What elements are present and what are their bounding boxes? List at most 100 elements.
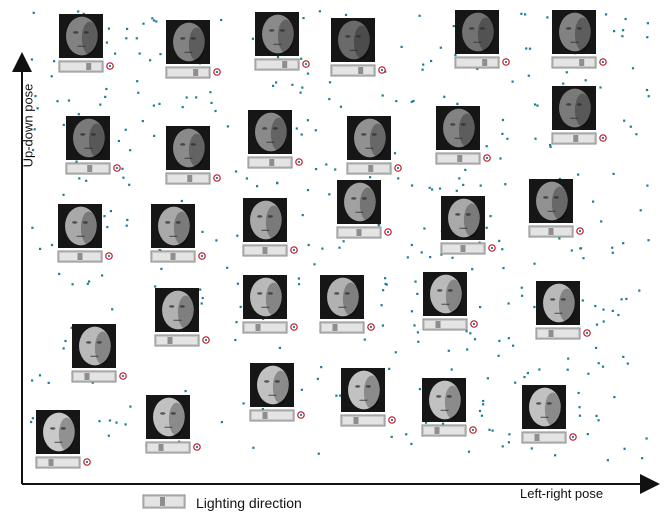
embedding-point bbox=[251, 37, 254, 40]
face-point-marker-dot bbox=[195, 445, 199, 449]
embedding-point bbox=[605, 13, 608, 16]
face-head-shape bbox=[529, 387, 561, 427]
embedding-point bbox=[381, 94, 384, 97]
face-eye bbox=[60, 427, 66, 430]
embedding-point bbox=[209, 91, 212, 94]
face-shadow bbox=[173, 211, 190, 245]
embedding-point bbox=[647, 95, 650, 98]
embedding-point bbox=[581, 299, 584, 302]
embedding-point bbox=[612, 172, 615, 175]
embedding-point bbox=[422, 63, 425, 66]
face-point-marker-dot bbox=[578, 229, 582, 233]
face-eye bbox=[165, 221, 171, 224]
embedding-point bbox=[622, 242, 625, 245]
embedding-point bbox=[554, 454, 557, 457]
face-head-shape bbox=[173, 22, 205, 62]
embedding-point bbox=[56, 100, 59, 103]
embedding-point bbox=[406, 256, 409, 259]
embedding-point bbox=[629, 125, 632, 128]
embedding-point bbox=[507, 302, 510, 305]
face-point-marker-dot bbox=[601, 136, 605, 140]
face-eye bbox=[371, 133, 377, 136]
embedding-point bbox=[47, 381, 50, 384]
embedding-point bbox=[638, 289, 641, 292]
embedding-point bbox=[335, 394, 338, 397]
face-eye bbox=[72, 221, 78, 224]
embedding-point bbox=[499, 157, 502, 160]
lighting-slider-track bbox=[343, 417, 383, 424]
face-eye bbox=[175, 221, 181, 224]
embedding-point bbox=[78, 177, 81, 180]
embedding-point bbox=[520, 12, 523, 15]
lighting-slider-handle bbox=[368, 165, 374, 172]
face-shadow bbox=[265, 282, 282, 316]
embedding-point bbox=[64, 339, 67, 343]
embedding-point bbox=[507, 441, 510, 444]
face-shadow bbox=[177, 295, 194, 329]
embedding-point bbox=[417, 340, 420, 343]
embedding-point bbox=[465, 330, 468, 333]
embedding-point bbox=[454, 53, 457, 57]
embedding-point bbox=[77, 10, 80, 13]
face-point-marker-dot bbox=[200, 254, 204, 258]
embedding-point bbox=[33, 128, 36, 131]
embedding-point bbox=[620, 298, 623, 301]
embedding-point bbox=[315, 168, 318, 171]
embedding-point bbox=[107, 434, 110, 437]
embedding-point bbox=[482, 399, 485, 403]
embedding-point bbox=[646, 36, 649, 39]
embedding-point bbox=[152, 104, 155, 107]
face-point-marker-dot bbox=[292, 325, 296, 329]
lighting-slider-handle bbox=[356, 229, 362, 236]
embedding-point bbox=[242, 402, 245, 405]
face-head-shape bbox=[429, 380, 461, 420]
embedding-point bbox=[236, 282, 239, 285]
embedding-point bbox=[91, 381, 94, 384]
face-shadow bbox=[369, 123, 386, 157]
embedding-point bbox=[579, 247, 582, 250]
face-eye bbox=[553, 196, 559, 199]
face-point-marker-dot bbox=[115, 166, 119, 170]
embedding-point bbox=[631, 67, 635, 70]
embedding-point bbox=[108, 419, 112, 422]
embedding-point bbox=[558, 177, 561, 180]
face-r3-c3 bbox=[242, 198, 298, 257]
embedding-point bbox=[215, 239, 218, 242]
embedding-point bbox=[155, 20, 158, 23]
face-point-marker-dot bbox=[304, 62, 308, 66]
embedding-point bbox=[413, 324, 416, 327]
face-eye bbox=[361, 133, 367, 136]
face-r1-c4 bbox=[330, 18, 386, 77]
face-r5-c6 bbox=[521, 385, 577, 444]
face-shadow bbox=[188, 27, 205, 61]
lighting-slider-handle bbox=[534, 434, 540, 441]
face-head-shape bbox=[559, 12, 591, 52]
face-r3-c6 bbox=[528, 179, 584, 238]
face-point-marker-dot bbox=[490, 246, 494, 250]
embedding-point bbox=[621, 35, 624, 38]
face-r3-c1 bbox=[57, 204, 113, 263]
embedding-point bbox=[578, 406, 581, 409]
face-head-shape bbox=[79, 326, 111, 366]
lighting-slider-handle bbox=[158, 444, 164, 451]
face-point-marker-dot bbox=[204, 338, 208, 342]
face-mouth bbox=[338, 306, 347, 308]
lighting-slider-track bbox=[425, 321, 465, 328]
embedding-point bbox=[58, 272, 61, 275]
embedding-point bbox=[381, 324, 384, 327]
lighting-slider-track bbox=[61, 63, 101, 70]
lighting-slider-handle bbox=[84, 373, 90, 380]
embedding-point bbox=[538, 368, 541, 371]
embedding-point bbox=[154, 285, 157, 288]
face-eye bbox=[455, 213, 461, 216]
face-point-marker-dot bbox=[504, 60, 508, 64]
face-r4-c1 bbox=[154, 288, 210, 347]
embedding-point bbox=[410, 442, 413, 445]
embedding-point bbox=[36, 107, 39, 110]
embedding-point bbox=[320, 366, 323, 369]
face-eye bbox=[86, 341, 92, 344]
face-r4-c2 bbox=[242, 275, 298, 334]
embedding-point bbox=[504, 183, 507, 186]
face-mouth bbox=[273, 43, 282, 45]
face-mouth bbox=[355, 211, 364, 213]
